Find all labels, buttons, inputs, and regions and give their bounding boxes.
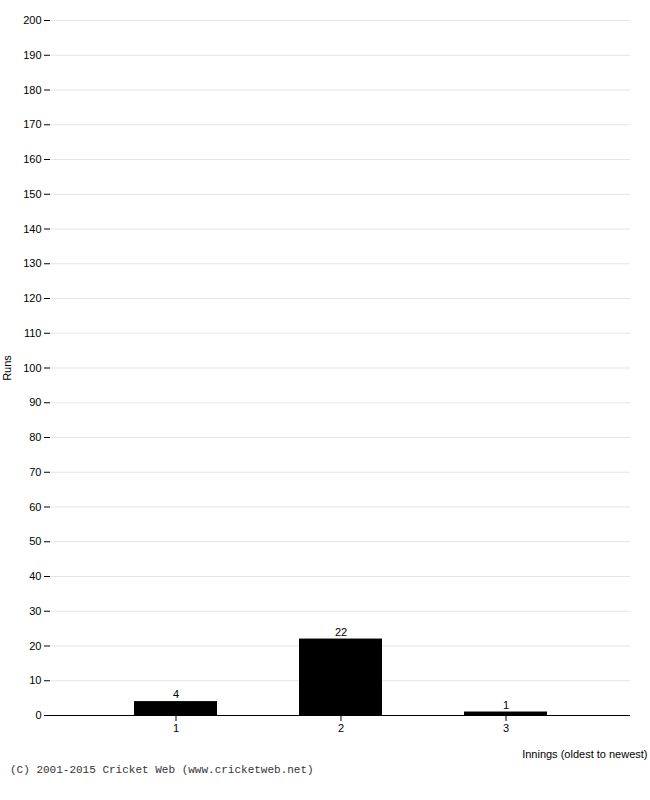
svg-text:3: 3 xyxy=(503,722,509,734)
svg-text:40: 40 xyxy=(29,570,41,582)
svg-text:1: 1 xyxy=(503,699,509,711)
svg-text:170: 170 xyxy=(23,118,41,130)
svg-text:0: 0 xyxy=(35,709,41,721)
svg-text:200: 200 xyxy=(23,14,41,26)
svg-text:130: 130 xyxy=(23,257,41,269)
svg-text:190: 190 xyxy=(23,49,41,61)
svg-text:150: 150 xyxy=(23,188,41,200)
svg-text:4: 4 xyxy=(173,688,179,700)
svg-text:90: 90 xyxy=(29,396,41,408)
svg-text:140: 140 xyxy=(23,223,41,235)
svg-text:50: 50 xyxy=(29,535,41,547)
svg-text:60: 60 xyxy=(29,501,41,513)
svg-text:160: 160 xyxy=(23,153,41,165)
svg-text:Innings (oldest to newest): Innings (oldest to newest) xyxy=(522,748,647,760)
svg-text:2: 2 xyxy=(338,722,344,734)
svg-text:110: 110 xyxy=(24,327,42,339)
svg-text:70: 70 xyxy=(29,466,41,478)
svg-text:Runs: Runs xyxy=(1,355,13,381)
html-text:(C) 2001-2015 Cricket Web (www: (C) 2001-2015 Cricket Web (www.cricketwe… xyxy=(10,764,314,776)
svg-text:80: 80 xyxy=(29,431,41,443)
svg-text:10: 10 xyxy=(29,674,41,686)
svg-text:30: 30 xyxy=(29,605,41,617)
svg-text:20: 20 xyxy=(29,640,41,652)
svg-text:120: 120 xyxy=(23,292,41,304)
svg-text:100: 100 xyxy=(23,362,41,374)
svg-text:22: 22 xyxy=(335,626,347,638)
svg-text:1: 1 xyxy=(173,722,179,734)
svg-text:180: 180 xyxy=(23,84,41,96)
